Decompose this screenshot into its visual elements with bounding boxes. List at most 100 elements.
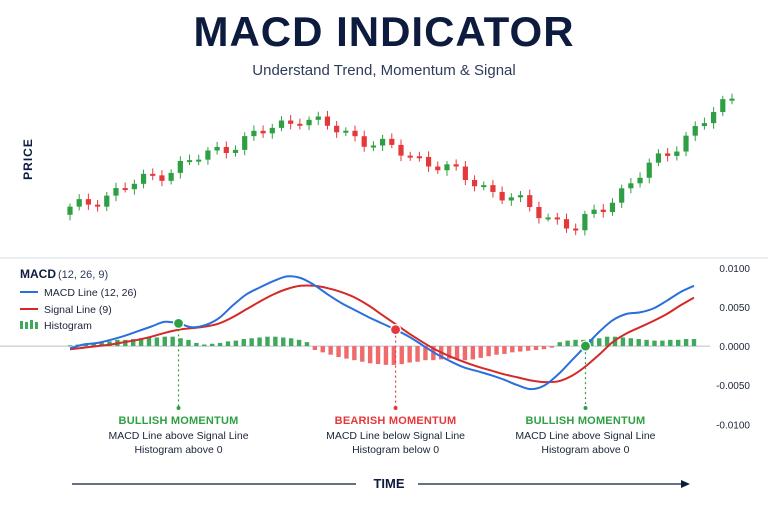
histogram-bar-negative	[336, 346, 341, 358]
histogram-bar-positive	[683, 339, 689, 347]
histogram-bar-negative	[518, 346, 523, 352]
candle-down	[94, 204, 101, 207]
histogram-bar-negative	[328, 346, 333, 355]
histogram-bar-positive	[241, 339, 246, 347]
candlestick-series	[67, 93, 735, 236]
guide-end-dot	[583, 406, 588, 410]
legend-histogram-label: Histogram	[44, 320, 92, 332]
candle-up	[140, 173, 147, 184]
histogram-bar-positive	[676, 339, 681, 347]
candle-up	[67, 206, 73, 215]
histogram-bar-negative	[462, 346, 468, 361]
annotation-line: Histogram above 0	[541, 444, 630, 456]
y-tick-label: 0.0050	[719, 303, 750, 314]
histogram-bar-negative	[533, 346, 539, 350]
histogram-bar-negative	[352, 346, 357, 361]
histogram-bar-negative	[502, 346, 507, 354]
guide-end-dot	[176, 406, 181, 410]
candle-up	[380, 138, 386, 146]
candle-down	[600, 209, 606, 213]
y-tick-label: -0.0100	[716, 420, 750, 431]
candle-up	[315, 116, 321, 120]
macd-panel: 0.0100 0.0050 0.0000 -0.0050 -0.0100	[0, 264, 750, 431]
candle-up	[517, 195, 524, 198]
histogram-bar-negative	[423, 346, 428, 361]
legend-params: (12, 26, 9)	[58, 269, 108, 281]
histogram-bar-positive	[668, 339, 673, 347]
candle-up	[76, 199, 82, 207]
histogram-series	[67, 336, 697, 365]
candle-down	[563, 219, 570, 229]
legend-histogram-bar	[30, 320, 33, 329]
candle-up	[205, 150, 211, 160]
time-axis-label: TIME	[373, 476, 405, 491]
legend-macd-label: MACD Line (12, 26)	[44, 287, 137, 299]
candle-down	[407, 155, 413, 158]
annotation-line: MACD Line above Signal Line	[515, 430, 656, 442]
candle-down	[260, 130, 266, 134]
candle-down	[324, 116, 331, 126]
candle-up	[683, 135, 689, 152]
candle-up	[646, 162, 652, 178]
candle-down	[297, 123, 303, 126]
histogram-bar-positive	[589, 339, 594, 347]
histogram-bar-negative	[454, 346, 460, 360]
candle-up	[177, 160, 183, 173]
candle-up	[591, 209, 597, 214]
histogram-bar-negative	[486, 346, 491, 357]
candle-up	[343, 130, 349, 133]
candle-up	[214, 146, 220, 151]
legend-histogram-bar	[25, 322, 28, 329]
y-tick-label: 0.0000	[719, 342, 750, 353]
candle-up	[674, 151, 680, 156]
annotation-line: Histogram above 0	[134, 444, 223, 456]
candle-up	[113, 188, 119, 196]
candle-down	[122, 188, 128, 191]
histogram-bar-positive	[130, 339, 136, 347]
candle-up	[278, 120, 285, 128]
histogram-bar-positive	[573, 339, 578, 347]
histogram-bar-positive	[209, 343, 215, 347]
annotation-line: MACD Line above Signal Line	[108, 430, 249, 442]
candle-down	[85, 199, 91, 205]
histogram-bar-positive	[67, 345, 73, 347]
candle-up	[720, 99, 726, 113]
histogram-bar-negative	[478, 346, 483, 358]
bullish-crossover-marker	[579, 340, 592, 352]
bullish-crossover-marker	[172, 317, 185, 329]
candle-up	[168, 172, 174, 181]
time-axis-arrow-icon	[681, 480, 690, 488]
candle-down	[462, 166, 468, 181]
time-axis	[72, 480, 690, 488]
candle-up	[637, 177, 643, 184]
histogram-bar-positive	[99, 342, 104, 347]
candle-up	[619, 188, 625, 203]
histogram-bar-positive	[146, 337, 152, 347]
candle-down	[453, 164, 459, 167]
histogram-bar-negative	[391, 346, 397, 365]
bearish-crossover-marker	[389, 324, 402, 336]
histogram-bar-positive	[604, 336, 610, 347]
candle-down	[352, 130, 358, 137]
candle-down	[159, 175, 165, 181]
histogram-bar-positive	[91, 342, 96, 347]
histogram-bar-positive	[565, 340, 570, 347]
histogram-bar-positive	[257, 337, 262, 347]
signal-line-series	[69, 284, 695, 384]
histogram-bar-negative	[541, 346, 547, 350]
candle-up	[701, 123, 708, 127]
histogram-bar-positive	[628, 338, 634, 347]
histogram-bar-negative	[415, 346, 420, 362]
histogram-bar-negative	[407, 346, 412, 363]
histogram-bar-positive	[652, 340, 657, 347]
candle-down	[223, 146, 229, 153]
histogram-bar-positive	[202, 344, 207, 347]
annotation-heading: BULLISH MOMENTUM	[525, 415, 646, 427]
candle-down	[527, 195, 533, 208]
candle-up	[628, 183, 634, 189]
candle-up	[251, 130, 257, 137]
y-tick-label: -0.0050	[716, 381, 750, 392]
histogram-bar-negative	[525, 346, 531, 351]
histogram-bar-negative	[360, 346, 365, 362]
